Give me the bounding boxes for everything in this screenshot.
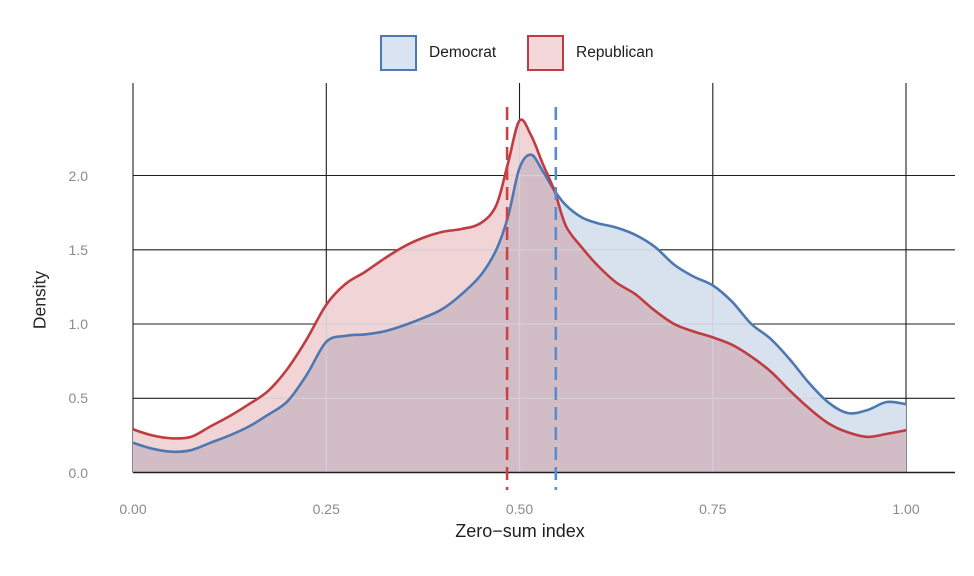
y-tick-label: 0.0 — [68, 464, 88, 481]
legend-key-democrat-swatch — [380, 35, 417, 71]
legend-label-democrat: Democrat — [429, 44, 497, 61]
y-tick-label: 1.5 — [68, 241, 88, 258]
mean-lines — [505, 107, 558, 490]
x-tick-label: 0.00 — [119, 501, 147, 517]
legend-label-republican: Republican — [576, 44, 654, 61]
y-tick-label: 1.0 — [68, 316, 88, 332]
y-tick-label: 0.5 — [68, 390, 88, 407]
x-tick-label: 0.50 — [505, 501, 534, 517]
legend-key-republican-swatch — [527, 35, 564, 71]
y-tick-label: 2.0 — [68, 167, 88, 184]
x-tick-label: 0.75 — [699, 501, 727, 517]
x-tick-label: 1.00 — [892, 501, 920, 517]
legend-item-democrat: Democrat — [380, 35, 496, 71]
legend-item-republican: Republican — [527, 35, 654, 71]
x-axis-title: Zero−sum index — [455, 521, 585, 541]
democrat-curve — [132, 153, 907, 454]
x-tick-label: 0.25 — [312, 501, 340, 517]
republican-curve — [132, 118, 907, 440]
